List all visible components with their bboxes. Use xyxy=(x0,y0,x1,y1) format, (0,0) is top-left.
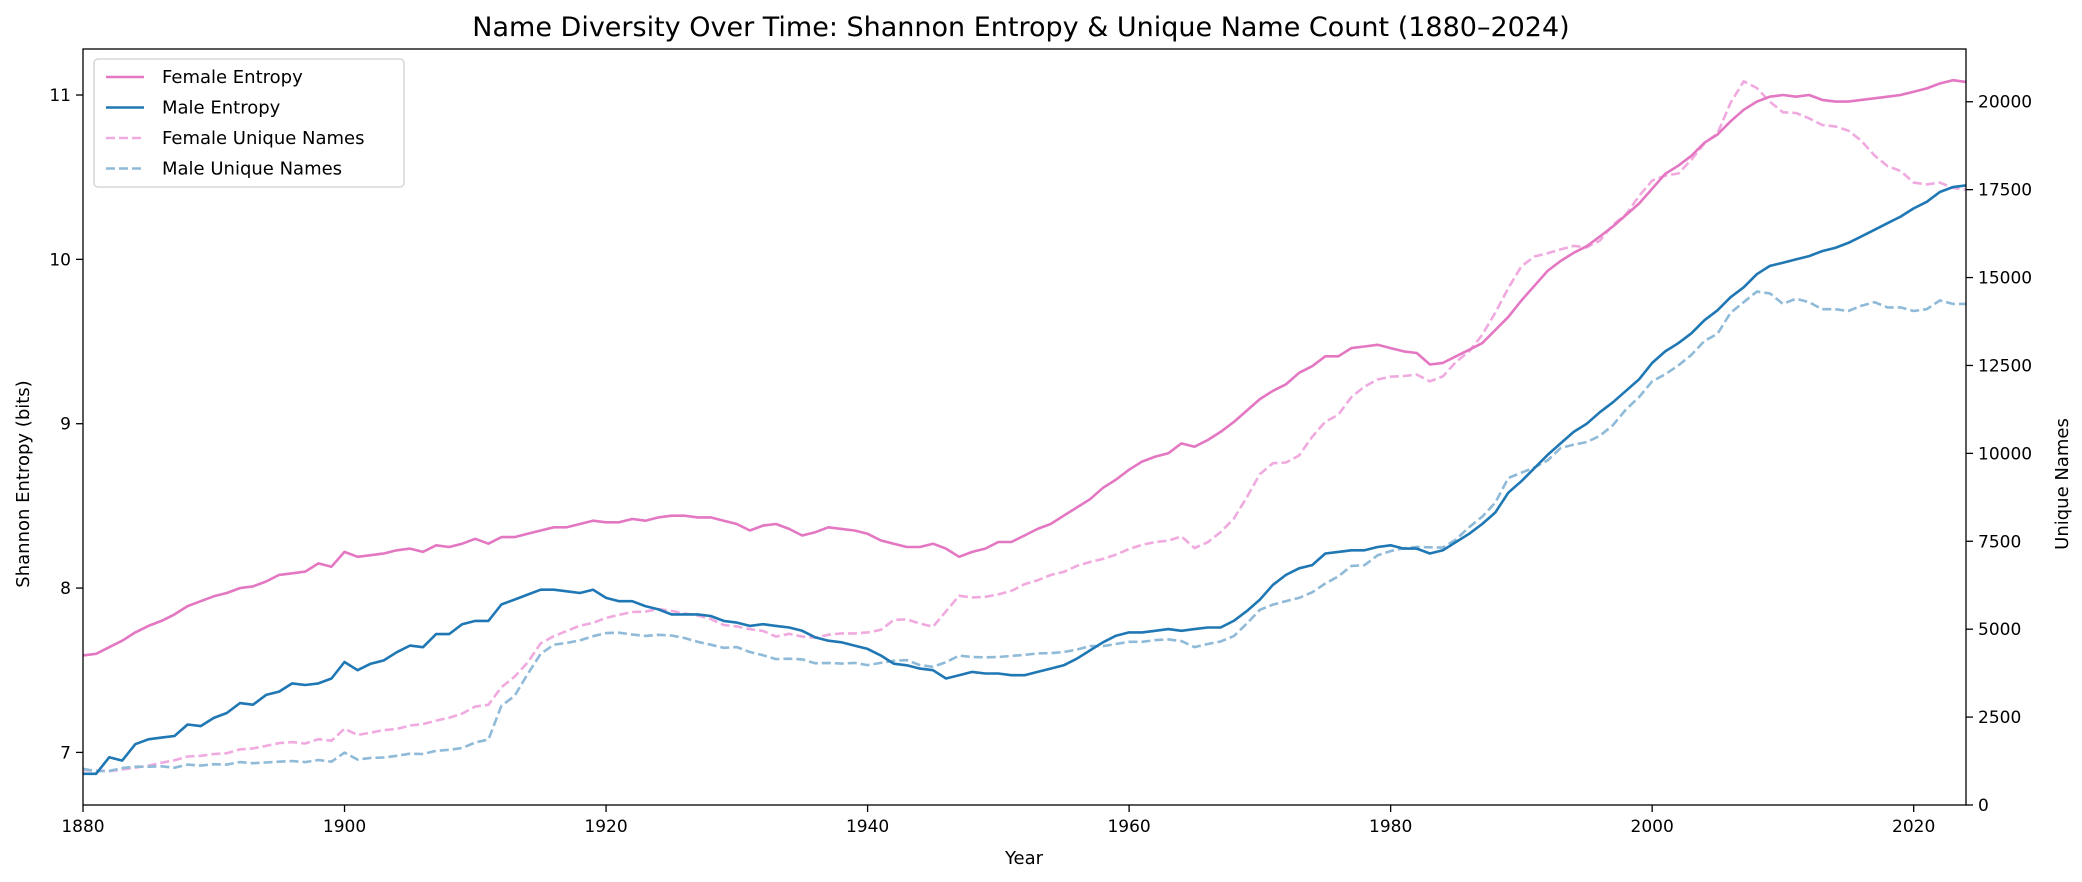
y-tick-label-right: 10000 xyxy=(1978,444,2032,464)
y-tick-label-right: 20000 xyxy=(1978,93,2032,113)
y-axis-label-left: Shannon Entropy (bits) xyxy=(13,380,34,587)
legend-male-unique-names-label: Male Unique Names xyxy=(162,159,342,180)
axes: 1880 1900 1920 1940 1960 1980 2000 2020 7 8 9 10 11 0… xyxy=(49,48,2032,837)
y-tick-label-right: 12500 xyxy=(1978,356,2032,376)
y-tick-label-left: 8 xyxy=(60,579,71,599)
series-male-unique-names xyxy=(82,290,1966,773)
legend-female-entropy-label: Female Entropy xyxy=(162,67,303,88)
y-tick-label-right: 15000 xyxy=(1978,269,2032,289)
y-tick-label-left: 7 xyxy=(60,743,71,763)
series-male-entropy xyxy=(83,184,1967,776)
y-axis-label-right: Unique Names xyxy=(2052,418,2073,550)
x-tick-label: 1880 xyxy=(61,817,104,837)
legend: Female Entropy Male Entropy Female Unique … xyxy=(93,58,405,188)
x-tick-label: 2000 xyxy=(1631,817,1674,837)
y-tick-label-left: 11 xyxy=(49,86,71,106)
x-tick-label: 1920 xyxy=(584,817,627,837)
chart-title: Name Diversity Over Time: Shannon Entrop… xyxy=(472,12,1569,43)
x-tick-label: 1980 xyxy=(1369,817,1412,837)
series-female-unique-names xyxy=(82,80,1967,773)
y-tick-label-right: 7500 xyxy=(1978,532,2021,552)
x-tick-label: 1900 xyxy=(323,817,366,837)
y-tick-label-right: 2500 xyxy=(1978,708,2021,728)
y-tick-label-left: 10 xyxy=(49,250,71,270)
x-tick-label: 1960 xyxy=(1107,817,1150,837)
y-tick-label-right: 0 xyxy=(1978,796,1989,816)
x-tick-label: 1940 xyxy=(846,817,889,837)
y-tick-label-left: 9 xyxy=(60,415,71,435)
x-tick-label: 2020 xyxy=(1892,817,1935,837)
plot-area xyxy=(82,78,1967,776)
y-tick-label-right: 17500 xyxy=(1978,181,2032,201)
x-axis-label: Year xyxy=(1004,848,1044,869)
series-female-entropy xyxy=(82,78,1967,657)
legend-female-unique-names-label: Female Unique Names xyxy=(162,128,365,149)
plot-frame xyxy=(82,48,1967,806)
legend-male-entropy-label: Male Entropy xyxy=(162,98,281,119)
legend-box xyxy=(93,58,405,188)
y-tick-label-right: 5000 xyxy=(1978,620,2021,640)
